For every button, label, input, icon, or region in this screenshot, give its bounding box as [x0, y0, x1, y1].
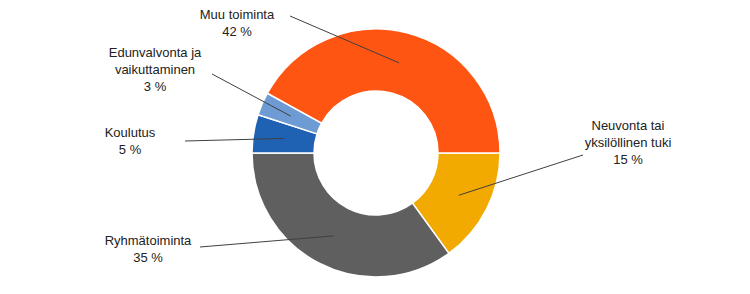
leader-lines: [185, 16, 583, 247]
leader-line: [200, 236, 334, 247]
chart-container: Neuvonta taiyksilöllinen tuki 15 % Ryhmäto…: [0, 0, 750, 294]
category-label: Koulutus: [105, 125, 156, 140]
slice: [252, 153, 449, 277]
value-label: 15 %: [613, 152, 643, 167]
value-label: 3 %: [144, 79, 167, 94]
leader-line: [185, 138, 284, 141]
leader-line: [212, 74, 291, 116]
category-label: Ryhmätoiminta: [105, 233, 192, 248]
value-label: 35 %: [133, 250, 163, 265]
category-label: Neuvonta taiyksilöllinen tuki: [585, 118, 672, 150]
category-label: Edunvalvonta javaikuttaminen: [109, 45, 202, 77]
category-label: Muu toiminta: [200, 7, 275, 22]
leader-line: [459, 155, 583, 195]
slice: [267, 29, 500, 153]
value-label: 5 %: [119, 142, 142, 157]
donut-chart: Neuvonta taiyksilöllinen tuki 15 % Ryhmäto…: [0, 0, 750, 294]
value-label: 42 %: [222, 24, 252, 39]
labels: Neuvonta taiyksilöllinen tuki 15 % Ryhmäto…: [105, 7, 672, 265]
leader-line: [290, 16, 399, 63]
